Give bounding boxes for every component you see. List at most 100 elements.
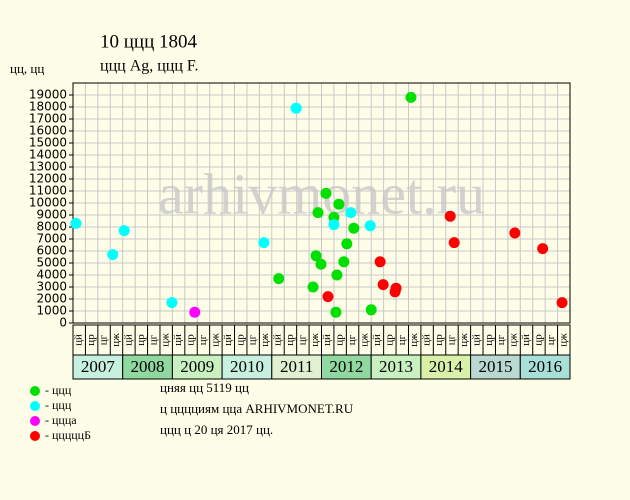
- data-point: [377, 279, 389, 291]
- quarter-label: цй: [520, 334, 532, 346]
- quarter-label: цр: [383, 334, 395, 346]
- quarter-label: цж: [110, 333, 122, 347]
- quarter-label: цг: [445, 334, 457, 345]
- data-point: [166, 297, 178, 309]
- year-label: 2011: [280, 357, 313, 376]
- year-label: 2007: [81, 357, 116, 376]
- quarter-label: цр: [483, 334, 495, 346]
- data-point: [322, 291, 334, 303]
- quarter-label: цй: [73, 334, 85, 346]
- y-tick-label: 3000: [36, 280, 67, 294]
- legend-label: - ццц: [45, 383, 72, 397]
- legend-label: - ццц: [45, 398, 72, 412]
- year-label: 2014: [429, 357, 464, 376]
- chart-subtitle: ццц Ag, ццц F.: [100, 58, 199, 75]
- data-point: [290, 102, 302, 114]
- quarter-label: цр: [334, 334, 346, 346]
- data-point: [333, 198, 345, 210]
- year-box: [122, 354, 173, 380]
- y-tick-label: 12000: [29, 172, 67, 186]
- quarter-label: цг: [197, 334, 209, 345]
- quarter-label: цр: [234, 334, 246, 346]
- y-tick-label: 15000: [29, 136, 67, 150]
- plot-frame: [72, 82, 571, 324]
- y-axis-label: цц, цц: [10, 61, 44, 76]
- data-point: [374, 256, 386, 268]
- data-point: [390, 282, 402, 294]
- data-point: [338, 256, 350, 268]
- quarter-label: цг: [147, 334, 159, 345]
- data-point: [345, 207, 357, 219]
- note: ццц ц 20 ця 2017 цц.: [160, 422, 273, 437]
- data-point: [348, 222, 360, 234]
- quarter-label: цг: [296, 334, 308, 345]
- data-point: [537, 243, 549, 255]
- data-point: [448, 237, 460, 249]
- quarter-label: цр: [284, 334, 296, 346]
- year-box: [470, 354, 521, 380]
- legend-marker: [30, 431, 40, 441]
- data-point: [341, 238, 353, 250]
- year-box: [420, 354, 472, 380]
- data-point: [364, 220, 376, 232]
- quarter-label: цр: [185, 334, 197, 346]
- quarter-label: цж: [160, 333, 172, 347]
- data-point: [307, 281, 319, 293]
- y-tick-label: 9000: [36, 208, 67, 222]
- y-tick-label: 10000: [29, 196, 67, 210]
- data-point: [328, 219, 340, 231]
- year-label: 2010: [230, 357, 264, 376]
- chart-title: 10 ццц 1804: [100, 31, 198, 52]
- note: ц цццциям цца ARHIVMONET.RU: [160, 401, 354, 416]
- quarter-label: цг: [396, 334, 408, 345]
- quarter-label: цж: [359, 333, 371, 347]
- quarter-label: цг: [545, 334, 557, 345]
- legend-marker: [30, 416, 40, 426]
- quarter-label: цг: [247, 334, 259, 345]
- quarter-label: цй: [421, 334, 433, 346]
- quarter-label: цр: [85, 334, 97, 346]
- legend-marker: [30, 401, 40, 411]
- data-point: [312, 207, 324, 219]
- year-label: 2016: [528, 357, 562, 376]
- year-label: 2009: [180, 357, 214, 376]
- data-point: [331, 269, 343, 281]
- data-point: [189, 306, 201, 318]
- quarter-label: цй: [172, 334, 184, 346]
- y-tick-label: 6000: [36, 244, 67, 258]
- data-point: [556, 297, 568, 309]
- year-label: 2015: [478, 357, 512, 376]
- y-tick-label: 19000: [29, 88, 67, 102]
- quarter-label: цж: [209, 333, 221, 347]
- year-label: 2012: [329, 357, 363, 376]
- quarter-label: цг: [346, 334, 358, 345]
- y-tick-label: 16000: [29, 124, 67, 138]
- quarter-label: цж: [557, 333, 569, 347]
- data-point: [107, 249, 119, 261]
- y-tick-label: 11000: [29, 184, 67, 198]
- quarter-label: цй: [321, 334, 333, 346]
- data-point: [320, 187, 332, 199]
- note: цняя цц 5119 цц: [160, 380, 249, 395]
- quarter-label: цр: [433, 334, 445, 346]
- quarter-label: цж: [408, 333, 420, 347]
- legend-marker: [30, 386, 40, 396]
- year-box: [370, 354, 422, 380]
- quarter-label: цж: [259, 333, 271, 347]
- data-point: [70, 217, 82, 229]
- y-tick-label: 4000: [36, 268, 67, 282]
- data-point: [258, 237, 270, 249]
- y-tick-label: 7000: [36, 232, 67, 246]
- year-box: [221, 354, 273, 380]
- data-point: [405, 91, 417, 103]
- year-label: 2013: [379, 357, 413, 376]
- quarter-label: цр: [135, 334, 147, 346]
- quarter-label: цж: [508, 333, 520, 347]
- quarter-label: цй: [222, 334, 234, 346]
- quarter-label: цг: [495, 334, 507, 345]
- year-label: 2008: [131, 357, 165, 376]
- data-point: [330, 306, 342, 318]
- data-point: [118, 225, 130, 237]
- data-point: [444, 210, 456, 222]
